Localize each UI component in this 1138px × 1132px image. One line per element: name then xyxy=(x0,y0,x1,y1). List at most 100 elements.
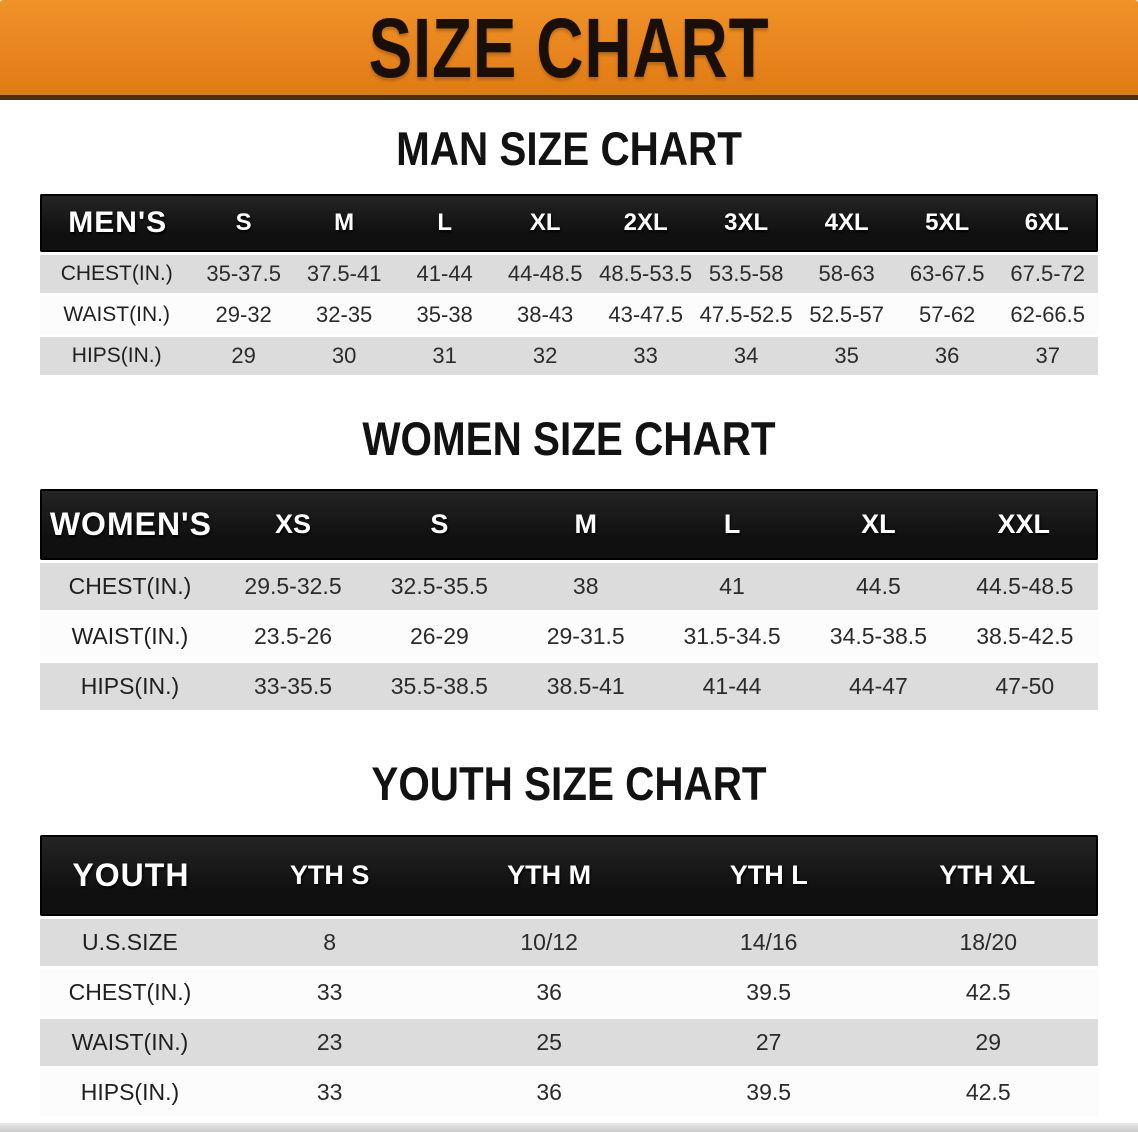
value-cell: 44-47 xyxy=(805,662,952,710)
value-cell: 10/12 xyxy=(439,919,659,967)
value-cell: 37 xyxy=(997,337,1098,376)
value-cell: 29 xyxy=(193,337,294,376)
value-cell: 36 xyxy=(439,1069,659,1117)
banner-title: SIZE CHART xyxy=(368,0,770,95)
value-cell: 44.5-48.5 xyxy=(951,562,1098,610)
value-cell: 31.5-34.5 xyxy=(658,612,806,660)
column-header: YTH M xyxy=(439,835,659,917)
value-cell: 62-66.5 xyxy=(997,296,1098,335)
row-label: CHEST(IN.) xyxy=(40,255,194,294)
section-title: MAN SIZE CHART xyxy=(396,122,742,175)
value-cell: 53.5-58 xyxy=(695,255,797,294)
womens-size-table: WOMEN'S XS S M L XL XXL CHEST(IN.) 29.5-32.5 32.5… xyxy=(40,486,1098,713)
table-row: CHEST(IN.) 33 36 39.5 42.5 xyxy=(40,969,1098,1017)
value-cell: 58-63 xyxy=(796,255,897,294)
value-cell: 47.5-52.5 xyxy=(695,296,797,335)
value-cell: 36 xyxy=(896,337,998,376)
value-cell: 29 xyxy=(878,1019,1098,1067)
column-header: 2XL xyxy=(595,194,696,253)
table-header-row: MEN'S S M L XL 2XL 3XL 4XL 5XL 6XL xyxy=(40,194,1098,253)
column-header: YTH L xyxy=(658,835,879,917)
column-header: 3XL xyxy=(695,194,797,253)
section-womens: WOMEN SIZE CHART WOMEN'S XS S M L XL XXL CHEST(I… xyxy=(0,414,1138,712)
row-label: CHEST(IN.) xyxy=(40,969,220,1017)
value-cell: 29.5-32.5 xyxy=(219,562,367,610)
value-cell: 35 xyxy=(796,337,897,376)
row-label: HIPS(IN.) xyxy=(40,1069,220,1117)
value-cell: 44-48.5 xyxy=(494,255,596,294)
value-cell: 14/16 xyxy=(658,919,879,967)
table-row: CHEST(IN.) 35-37.5 37.5-41 41-44 44-48.5 48.5… xyxy=(40,255,1098,294)
column-header: 4XL xyxy=(796,194,897,253)
value-cell: 8 xyxy=(219,919,440,967)
corner-label: MEN'S xyxy=(40,194,194,253)
value-cell: 27 xyxy=(658,1019,879,1067)
value-cell: 32.5-35.5 xyxy=(366,562,513,610)
table-row: HIPS(IN.) 29 30 31 32 33 34 35 36 37 xyxy=(40,337,1098,376)
column-header: 6XL xyxy=(997,194,1098,253)
row-label: U.S.SIZE xyxy=(40,919,220,967)
row-label: WAIST(IN.) xyxy=(40,612,220,660)
row-label: WAIST(IN.) xyxy=(40,296,194,335)
value-cell: 67.5-72 xyxy=(997,255,1098,294)
column-header: M xyxy=(512,488,659,560)
column-header: M xyxy=(293,194,395,253)
value-cell: 23 xyxy=(219,1019,440,1067)
value-cell: 37.5-41 xyxy=(293,255,395,294)
table-row: WAIST(IN.) 23.5-26 26-29 29-31.5 31.5-34.5 34… xyxy=(40,612,1098,660)
table-header-row: WOMEN'S XS S M L XL XXL xyxy=(40,488,1098,560)
value-cell: 33 xyxy=(595,337,696,376)
value-cell: 26-29 xyxy=(366,612,513,660)
value-cell: 44.5 xyxy=(805,562,952,610)
value-cell: 25 xyxy=(439,1019,659,1067)
value-cell: 29-32 xyxy=(193,296,294,335)
value-cell: 31 xyxy=(394,337,495,376)
value-cell: 34 xyxy=(695,337,797,376)
value-cell: 30 xyxy=(293,337,395,376)
value-cell: 33 xyxy=(219,1069,440,1117)
row-label: CHEST(IN.) xyxy=(40,562,220,610)
value-cell: 23.5-26 xyxy=(219,612,367,660)
column-header: XL xyxy=(805,488,952,560)
value-cell: 36 xyxy=(439,969,659,1017)
value-cell: 35-37.5 xyxy=(193,255,294,294)
table-row: HIPS(IN.) 33-35.5 35.5-38.5 38.5-41 41-44 44-… xyxy=(40,662,1098,710)
section-youth: YOUTH SIZE CHART YOUTH YTH S YTH M YTH L YTH … xyxy=(0,758,1138,1119)
bottom-edge-strip xyxy=(0,1123,1138,1132)
value-cell: 48.5-53.5 xyxy=(595,255,696,294)
table-row: HIPS(IN.) 33 36 39.5 42.5 xyxy=(40,1069,1098,1117)
column-header: L xyxy=(658,488,806,560)
value-cell: 34.5-38.5 xyxy=(805,612,952,660)
column-header: XXL xyxy=(951,488,1098,560)
value-cell: 33 xyxy=(219,969,440,1017)
value-cell: 43-47.5 xyxy=(595,296,696,335)
column-header: YTH S xyxy=(219,835,440,917)
corner-label: YOUTH xyxy=(40,835,220,917)
value-cell: 42.5 xyxy=(878,1069,1098,1117)
value-cell: 38 xyxy=(512,562,659,610)
value-cell: 41-44 xyxy=(394,255,495,294)
column-header: S xyxy=(366,488,513,560)
table-header-row: YOUTH YTH S YTH M YTH L YTH XL xyxy=(40,835,1098,917)
value-cell: 38.5-41 xyxy=(512,662,659,710)
value-cell: 41 xyxy=(658,562,806,610)
value-cell: 32-35 xyxy=(293,296,395,335)
row-label: HIPS(IN.) xyxy=(40,662,220,710)
table-row: CHEST(IN.) 29.5-32.5 32.5-35.5 38 41 44.5 44.5… xyxy=(40,562,1098,610)
column-header: XS xyxy=(219,488,367,560)
value-cell: 39.5 xyxy=(658,969,879,1017)
column-header: S xyxy=(193,194,294,253)
column-header: XL xyxy=(494,194,596,253)
row-label: HIPS(IN.) xyxy=(40,337,194,376)
table-row: WAIST(IN.) 23 25 27 29 xyxy=(40,1019,1098,1067)
value-cell: 39.5 xyxy=(658,1069,879,1117)
value-cell: 38.5-42.5 xyxy=(951,612,1098,660)
column-header: YTH XL xyxy=(878,835,1098,917)
table-row: WAIST(IN.) 29-32 32-35 35-38 38-43 43-47.5 47.… xyxy=(40,296,1098,335)
value-cell: 63-67.5 xyxy=(896,255,998,294)
value-cell: 32 xyxy=(494,337,596,376)
column-header: L xyxy=(394,194,495,253)
banner: SIZE CHART xyxy=(0,0,1138,100)
size-chart-sections: MAN SIZE CHART MEN'S S M L XL 2XL 3XL 4XL 5XL 6XL C… xyxy=(0,124,1138,1119)
